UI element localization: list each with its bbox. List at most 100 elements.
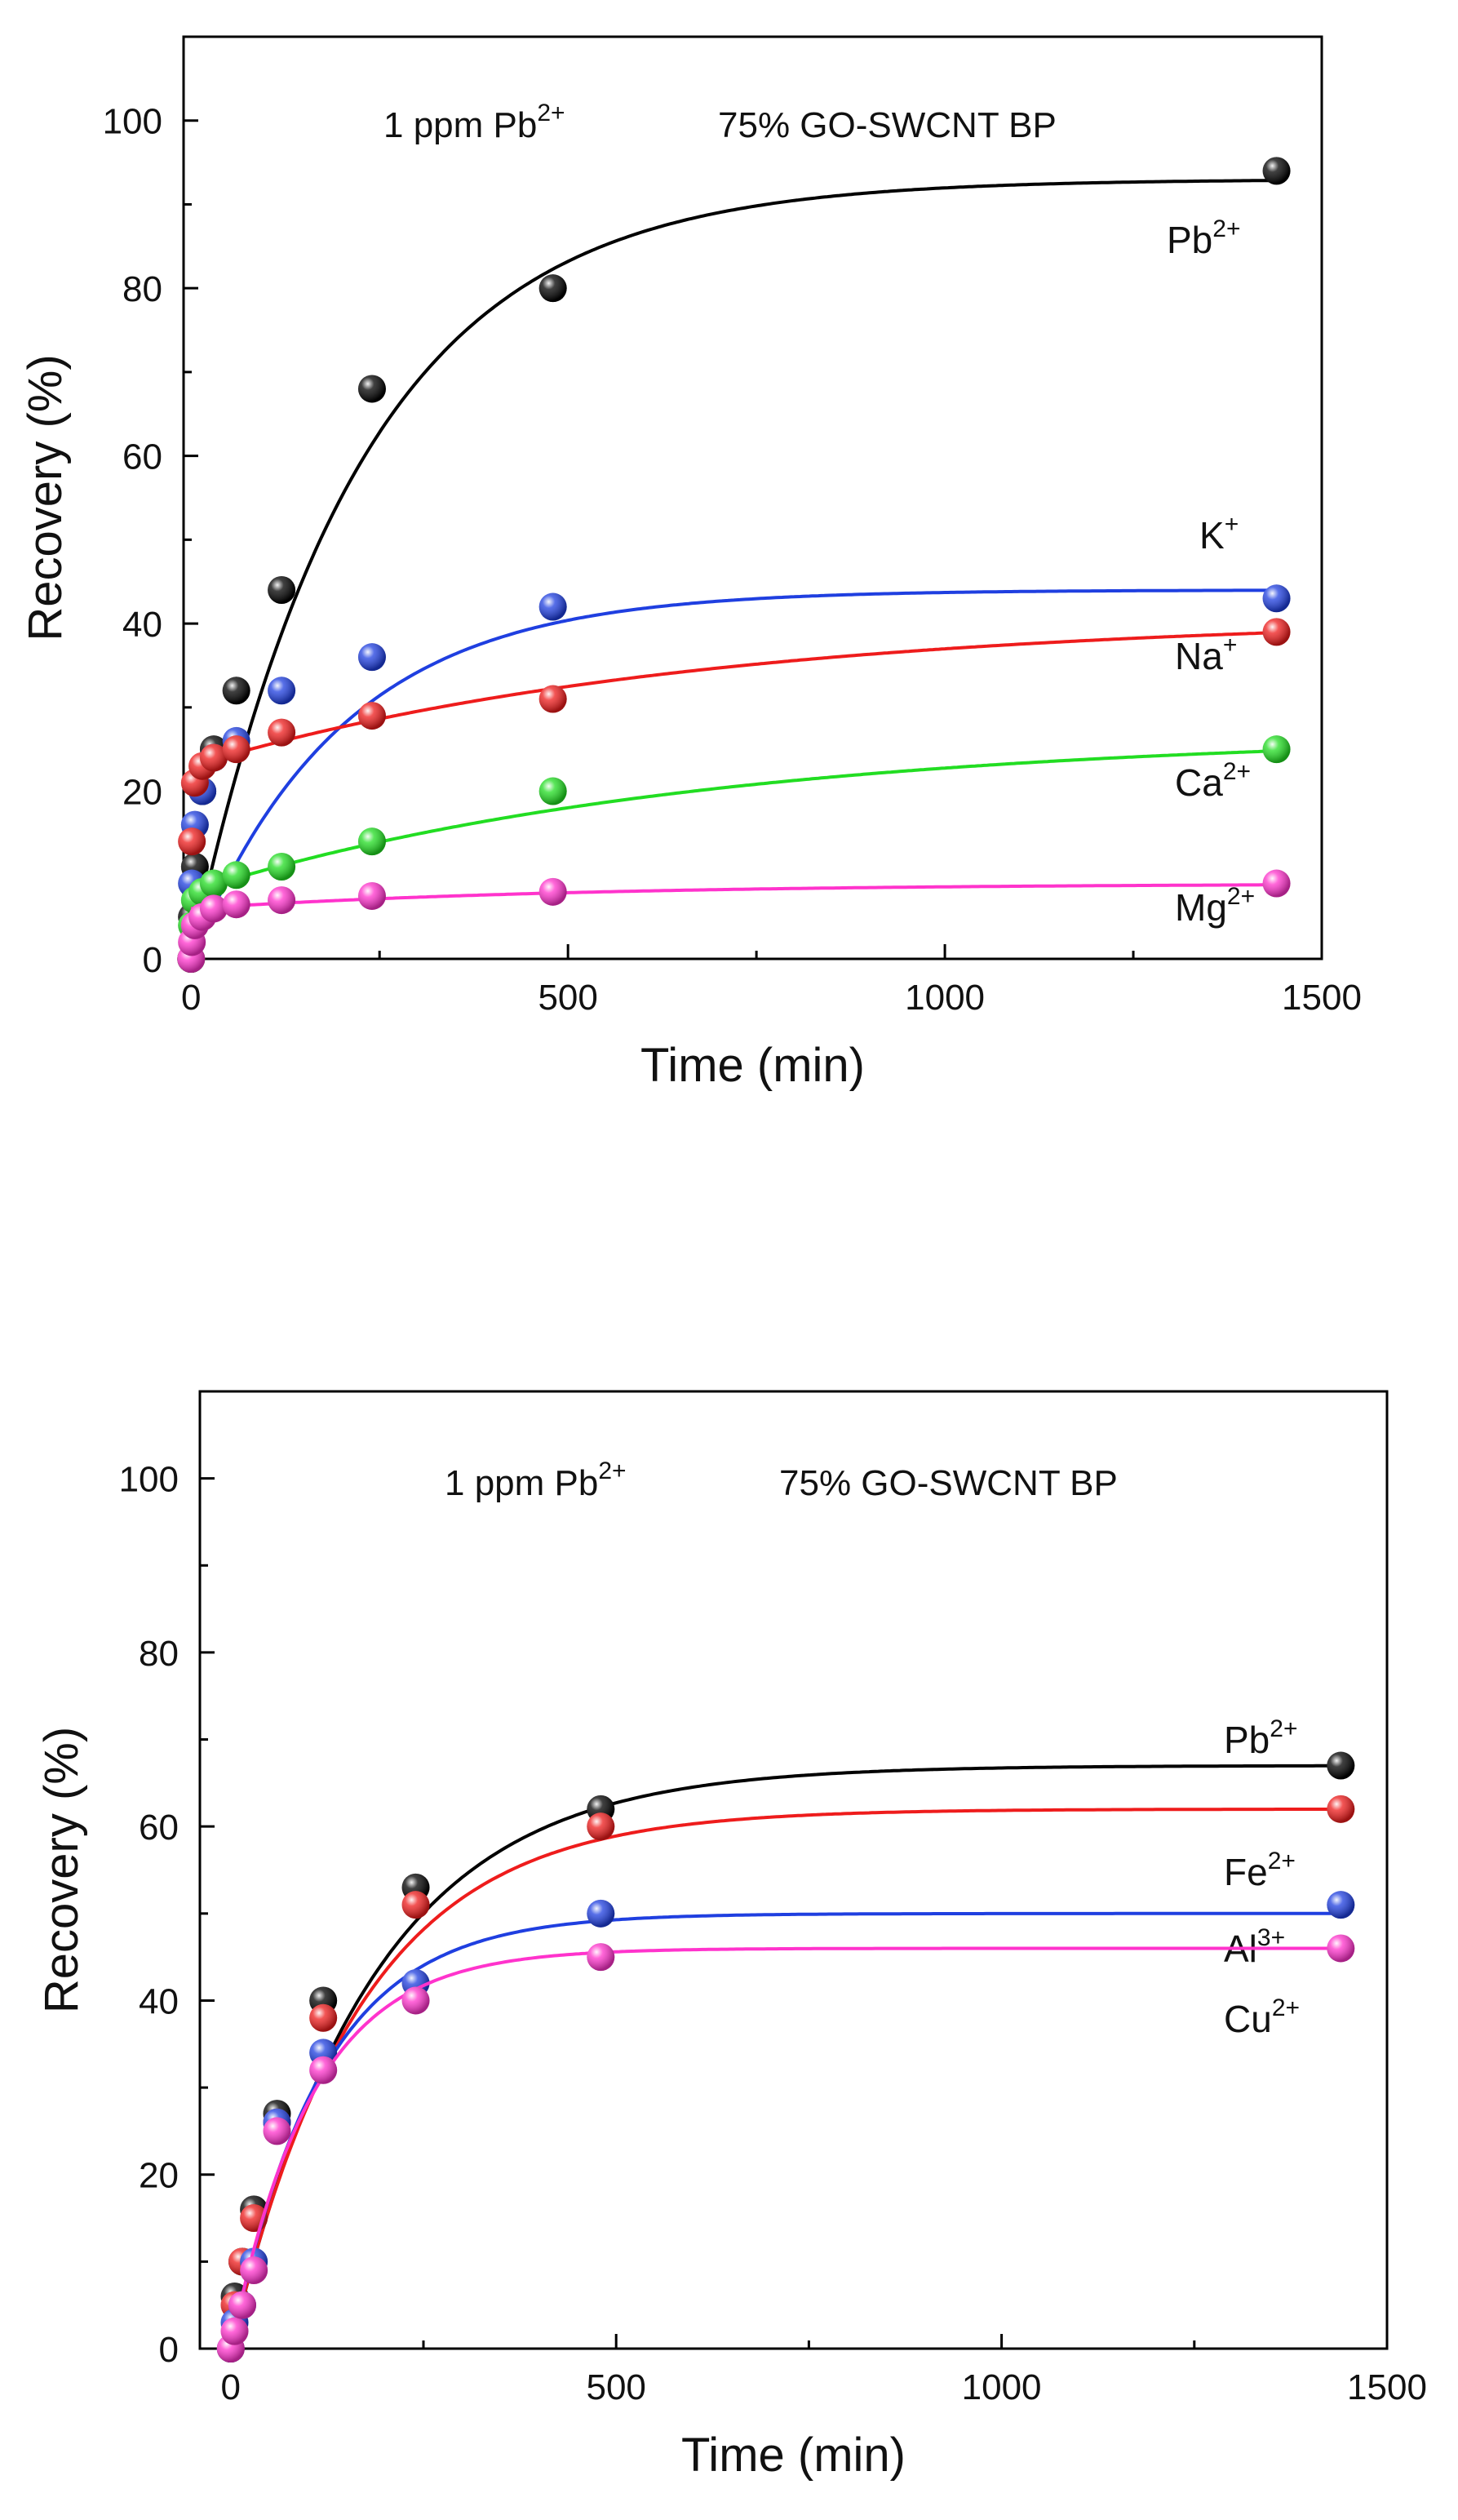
data-point-highlight xyxy=(222,861,250,890)
y-tick-label: 20 xyxy=(122,773,162,813)
y-tick-label: 60 xyxy=(122,437,162,477)
series-label-pb: Pb2+ xyxy=(1224,1715,1297,1761)
data-point-highlight xyxy=(538,274,567,303)
plot-frame xyxy=(182,35,1323,961)
x-tick-label: 0 xyxy=(221,2367,241,2407)
fit-line-ca xyxy=(190,749,1277,894)
series-mg xyxy=(177,869,1291,973)
y-tick-label: 100 xyxy=(103,102,162,142)
fit-line-pb xyxy=(189,179,1277,960)
data-point-highlight xyxy=(222,890,250,919)
data-point-highlight xyxy=(538,777,567,805)
data-point-highlight xyxy=(309,2056,338,2084)
series-pb xyxy=(177,157,1291,973)
y-tick-label: 100 xyxy=(119,1460,179,1500)
data-point-highlight xyxy=(199,743,228,772)
y-tick-label: 0 xyxy=(143,940,162,980)
fit-line-cu xyxy=(228,1946,1341,2349)
series-label-charge: + xyxy=(1223,632,1238,659)
data-point-highlight xyxy=(538,877,567,906)
data-point-highlight xyxy=(401,1986,430,2015)
annotation-material: 75% GO-SWCNT BP xyxy=(718,105,1057,145)
data-point-highlight xyxy=(268,853,296,881)
x-tick-label: 500 xyxy=(538,978,597,1018)
series-al xyxy=(216,1891,1355,2362)
fit-line-pb xyxy=(228,1764,1341,2349)
x-tick-label: 0 xyxy=(181,978,201,1018)
data-point-highlight xyxy=(222,677,250,705)
data-point-highlight xyxy=(309,2003,338,2032)
fit-line-mg xyxy=(191,883,1277,911)
data-point-highlight xyxy=(401,1891,430,1919)
y-axis-title: Recovery (%) xyxy=(35,1727,88,2013)
series-label-charge: 2+ xyxy=(1272,1994,1300,2021)
series-label-charge: 2+ xyxy=(1223,758,1251,785)
y-tick-label: 40 xyxy=(139,1981,179,2021)
data-point-highlight xyxy=(1327,1795,1355,1823)
data-point-highlight xyxy=(1262,869,1291,898)
series-label-charge: 2+ xyxy=(1268,1848,1296,1874)
data-point-highlight xyxy=(1327,1934,1355,1963)
data-point-highlight xyxy=(357,702,386,730)
fit-line-fe xyxy=(228,1808,1341,2349)
series-label-cu: Cu2+ xyxy=(1224,1994,1300,2040)
series-label-mg: Mg2+ xyxy=(1175,883,1255,929)
fit-line-k xyxy=(189,588,1277,960)
data-point-highlight xyxy=(220,2317,249,2345)
annotation-concentration: 1 ppm Pb2+ xyxy=(445,1457,627,1503)
series-label-pb: Pb2+ xyxy=(1167,215,1240,261)
data-point-highlight xyxy=(587,1943,615,1972)
x-tick-label: 1000 xyxy=(962,2367,1042,2407)
chart-a-svg: 0 500 1000 1500 0 20 40 60 80 100 Time (min) Recove… xyxy=(19,35,1362,1092)
x-tick-label: 1500 xyxy=(1282,978,1362,1018)
data-point-highlight xyxy=(263,2117,291,2145)
x-tick-label: 500 xyxy=(586,2367,645,2407)
y-tick-label: 40 xyxy=(122,605,162,645)
y-tick-label: 20 xyxy=(139,2156,179,2196)
chart-panel-a: 0 500 1000 1500 0 20 40 60 80 100 Time (min) Recove… xyxy=(0,0,1458,1159)
data-point-highlight xyxy=(1262,584,1291,613)
data-point-highlight xyxy=(1327,1751,1355,1780)
data-point-highlight xyxy=(538,685,567,713)
series-pb xyxy=(216,1751,1355,2362)
annotation-charge: 2+ xyxy=(537,100,565,126)
data-point-highlight xyxy=(1262,157,1291,185)
y-tick-label: 80 xyxy=(139,1634,179,1674)
annotation-charge: 2+ xyxy=(598,1457,626,1484)
fit-line-al xyxy=(228,1911,1341,2349)
data-point-highlight xyxy=(1327,1891,1355,1919)
chart-panel-b: 0 500 1000 1500 0 20 40 60 80 100 Time (min) Recove… xyxy=(0,1355,1458,2520)
data-point-highlight xyxy=(268,886,296,915)
series-label-ca: Ca2+ xyxy=(1175,758,1251,804)
series-label-charge: 2+ xyxy=(1270,1715,1297,1742)
data-point-highlight xyxy=(228,2291,256,2319)
data-point-highlight xyxy=(357,375,386,403)
series-cu xyxy=(216,1934,1355,2362)
series-label-na: Na+ xyxy=(1175,632,1237,677)
x-axis-title: Time (min) xyxy=(640,1039,865,1092)
series-ca xyxy=(177,735,1291,973)
data-point-highlight xyxy=(587,1899,615,1928)
data-point-highlight xyxy=(538,592,567,621)
data-point-highlight xyxy=(268,576,296,604)
annotation-concentration: 1 ppm Pb2+ xyxy=(383,100,565,145)
data-point-highlight xyxy=(357,827,386,856)
data-point-highlight xyxy=(357,643,386,672)
series-label-k: K+ xyxy=(1199,511,1239,557)
y-tick-label: 80 xyxy=(122,269,162,309)
fit-line-na xyxy=(190,631,1277,768)
data-point-highlight xyxy=(357,881,386,910)
series-k xyxy=(177,584,1291,973)
data-point-highlight xyxy=(240,2256,268,2285)
data-point-highlight xyxy=(178,827,206,856)
series-label-charge: 2+ xyxy=(1227,883,1255,910)
series-na xyxy=(177,618,1291,973)
annotation-material: 75% GO-SWCNT BP xyxy=(779,1463,1118,1503)
y-axis-title: Recovery (%) xyxy=(19,354,72,641)
series-label-fe: Fe2+ xyxy=(1224,1848,1296,1893)
x-axis-title: Time (min) xyxy=(681,2429,906,2482)
series-label-charge: 2+ xyxy=(1212,215,1240,242)
data-point-highlight xyxy=(587,1812,615,1841)
data-point-highlight xyxy=(199,894,228,923)
chart-b-svg: 0 500 1000 1500 0 20 40 60 80 100 Time (min) Recove… xyxy=(35,1390,1427,2482)
